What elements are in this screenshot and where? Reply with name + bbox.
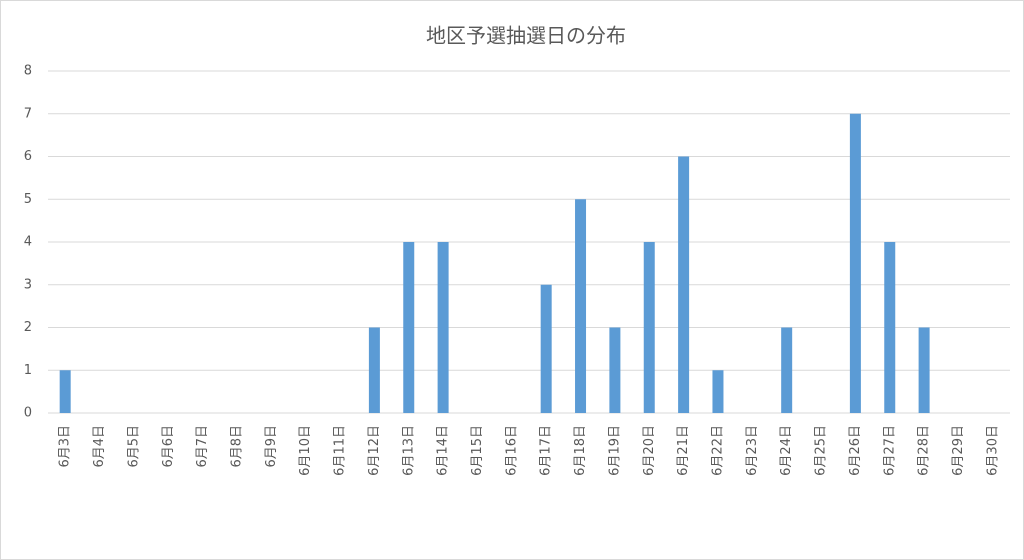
chart-title: 地区予選抽選日の分布 — [426, 24, 626, 48]
y-tick-label: 3 — [24, 277, 32, 292]
bar — [609, 327, 621, 413]
bar — [403, 242, 415, 413]
x-tick-label: 6月16日 — [504, 425, 519, 476]
x-tick-label: 6月30日 — [985, 425, 1000, 476]
x-tick-label: 6月12日 — [367, 425, 382, 476]
y-tick-label: 7 — [24, 106, 32, 121]
bar — [437, 242, 449, 413]
y-tick-label: 1 — [24, 363, 32, 378]
x-tick-label: 6月10日 — [298, 425, 313, 476]
x-tick-label: 6月8日 — [229, 425, 244, 468]
x-tick-label: 6月25日 — [814, 425, 829, 476]
x-tick-label: 6月26日 — [848, 425, 863, 476]
x-tick-label: 6月5日 — [126, 425, 141, 468]
x-tick-label: 6月14日 — [436, 425, 451, 476]
bar — [643, 242, 655, 413]
y-tick-label: 0 — [24, 406, 32, 421]
y-tick-label: 8 — [24, 64, 32, 79]
bar — [678, 156, 690, 413]
y-tick-label: 6 — [24, 149, 32, 164]
y-tick-label: 2 — [24, 320, 32, 335]
x-tick-label: 6月7日 — [195, 425, 210, 468]
y-tick-label: 4 — [24, 235, 32, 250]
x-tick-label: 6月19日 — [607, 425, 622, 476]
x-tick-label: 6月6日 — [161, 425, 176, 468]
bar — [575, 199, 587, 413]
x-tick-label: 6月15日 — [470, 425, 485, 476]
bar — [849, 113, 861, 413]
bar — [540, 284, 552, 413]
x-tick-label: 6月20日 — [642, 425, 657, 476]
x-tick-label: 6月21日 — [676, 425, 691, 476]
bar — [59, 370, 71, 413]
bar — [884, 242, 896, 413]
x-tick-label: 6月3日 — [58, 425, 73, 468]
bar — [781, 327, 793, 413]
x-tick-label: 6月4日 — [92, 425, 107, 468]
x-tick-label: 6月13日 — [401, 425, 416, 476]
x-tick-label: 6月29日 — [951, 425, 966, 476]
x-tick-label: 6月18日 — [573, 425, 588, 476]
x-tick-label: 6月17日 — [539, 425, 554, 476]
bar — [918, 327, 930, 413]
y-tick-label: 5 — [24, 192, 32, 207]
x-tick-label: 6月22日 — [710, 425, 725, 476]
x-tick-label: 6月23日 — [745, 425, 760, 476]
x-tick-label: 6月28日 — [917, 425, 932, 476]
bar — [368, 327, 380, 413]
bar — [712, 370, 724, 413]
x-tick-label: 6月9日 — [264, 425, 279, 468]
x-tick-label: 6月27日 — [882, 425, 897, 476]
x-tick-label: 6月11日 — [333, 425, 348, 476]
x-tick-label: 6月24日 — [779, 425, 794, 476]
